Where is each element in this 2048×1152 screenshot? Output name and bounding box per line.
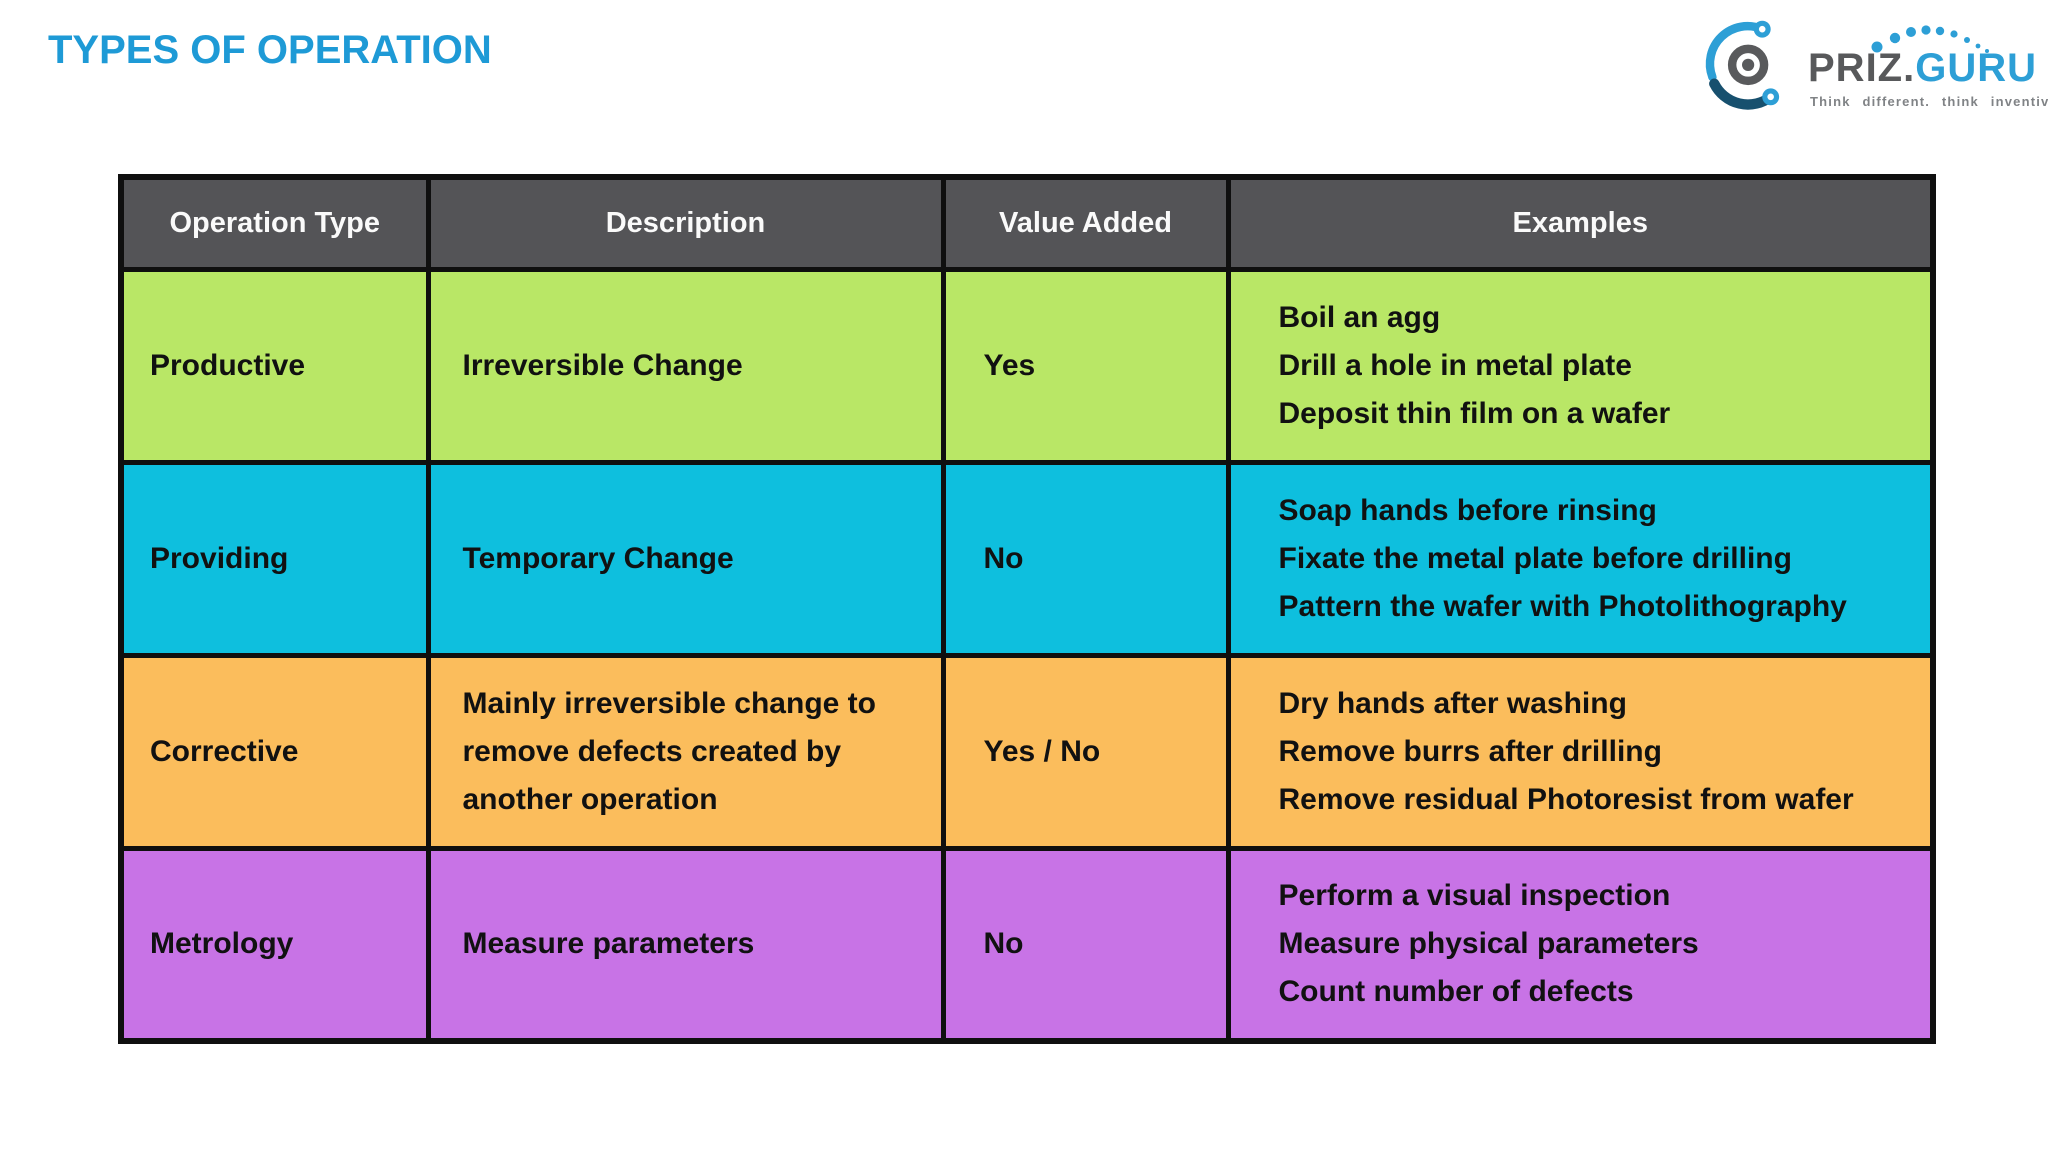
col-header-value-added: Value Added xyxy=(940,174,1231,272)
brand-tagline: Think different. think inventive... xyxy=(1810,94,2048,109)
example-line: Remove residual Photoresist from wafer xyxy=(1278,782,1854,816)
example-line: Boil an agg xyxy=(1278,300,1441,334)
cell-examples: Soap hands before rinsing Fixate the met… xyxy=(1225,459,1936,658)
cell-description: Temporary Change xyxy=(425,459,946,658)
example-line: Measure physical parameters xyxy=(1278,927,1699,961)
operations-table: Operation Type Description Value Added E… xyxy=(118,174,1936,1044)
table-row-productive: Productive Irreversible Change Yes Boil … xyxy=(118,266,1936,465)
brand-logo: PRIZ.GURU Think different. think inventi… xyxy=(1700,6,2048,110)
cell-description: Measure parameters xyxy=(425,845,946,1044)
example-line: Soap hands before rinsing xyxy=(1278,493,1657,527)
cell-operation-type: Corrective xyxy=(118,652,431,851)
example-line: Dry hands after washing xyxy=(1278,686,1627,720)
page-title: TYPES OF OPERATION xyxy=(48,28,492,72)
table-row-providing: Providing Temporary Change No Soap hands… xyxy=(118,459,1936,658)
cell-value-added: No xyxy=(940,845,1231,1044)
cell-value-added: Yes / No xyxy=(940,652,1231,851)
example-line: Remove burrs after drilling xyxy=(1278,734,1662,768)
table-row-corrective: Corrective Mainly irreversible change to… xyxy=(118,652,1936,851)
header-row: Operation Type Description Value Added E… xyxy=(118,174,1936,272)
orbit-logo-icon xyxy=(1705,20,1780,110)
example-line: Deposit thin film on a wafer xyxy=(1278,396,1671,430)
cell-examples: Perform a visual inspection Measure phys… xyxy=(1225,845,1936,1044)
cell-operation-type: Productive xyxy=(118,266,431,465)
brand-priz: PRIZ. xyxy=(1808,46,1916,90)
example-line: Perform a visual inspection xyxy=(1278,879,1671,913)
example-line: Drill a hole in metal plate xyxy=(1278,348,1632,382)
example-line: Pattern the wafer with Photolithography xyxy=(1278,589,1847,623)
cell-value-added: Yes xyxy=(940,266,1231,465)
cell-description: Irreversible Change xyxy=(425,266,946,465)
example-line: Fixate the metal plate before drilling xyxy=(1278,541,1792,575)
example-line: Count number of defects xyxy=(1278,975,1634,1009)
cell-operation-type: Providing xyxy=(118,459,431,658)
col-header-examples: Examples xyxy=(1225,174,1936,272)
col-header-operation-type: Operation Type xyxy=(118,174,431,272)
cell-operation-type: Metrology xyxy=(118,845,431,1044)
cell-examples: Boil an agg Drill a hole in metal plate … xyxy=(1225,266,1936,465)
cell-value-added: No xyxy=(940,459,1231,658)
col-header-description: Description xyxy=(425,174,946,272)
brand-guru: GURU xyxy=(1915,46,2038,90)
table-row-metrology: Metrology Measure parameters No Perform … xyxy=(118,845,1936,1044)
dots-arc-icon xyxy=(1871,25,1989,53)
cell-examples: Dry hands after washing Remove burrs aft… xyxy=(1225,652,1936,851)
cell-description: Mainly irreversible change to remove def… xyxy=(425,652,946,851)
brand-wordmark: PRIZ.GURU xyxy=(1808,46,2037,91)
